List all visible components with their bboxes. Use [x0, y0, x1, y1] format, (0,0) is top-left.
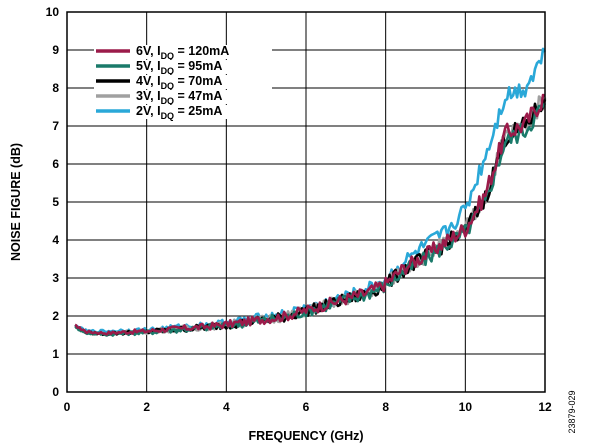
legend-item: 2V, IDQ = 25mA: [94, 104, 272, 121]
y-tick-label: 4: [52, 233, 59, 247]
x-tick-label: 0: [64, 400, 71, 414]
legend-label: 6V, IDQ = 120mA: [136, 44, 229, 61]
legend-label: 2V, IDQ = 25mA: [136, 104, 222, 121]
legend-bg: [94, 75, 272, 89]
x-tick-label: 4: [223, 400, 230, 414]
legend-bg: [94, 60, 272, 74]
legend-item: 6V, IDQ = 120mA: [94, 44, 272, 61]
legend-item: 3V, IDQ = 47mA: [94, 89, 272, 106]
legend-label: 3V, IDQ = 47mA: [136, 89, 222, 106]
series-layer: [74, 47, 547, 337]
legend-bg: [94, 45, 272, 59]
series-line: [74, 93, 546, 336]
grid: [67, 12, 545, 392]
legend-item: 4V, IDQ = 70mA: [94, 74, 272, 91]
y-tick-label: 1: [52, 347, 59, 361]
y-tick-label: 5: [52, 195, 59, 209]
plot-frame: [66, 11, 546, 393]
y-tick-label: 2: [52, 309, 59, 323]
y-tick-label: 10: [46, 5, 60, 19]
x-tick-label: 8: [382, 400, 389, 414]
y-tick-label: 8: [52, 81, 59, 95]
x-axis-title: FREQUENCY (GHz): [248, 429, 363, 443]
legend-bg: [94, 90, 272, 104]
y-tick-label: 3: [52, 271, 59, 285]
x-tick-label: 6: [303, 400, 310, 414]
x-tick-label: 2: [143, 400, 150, 414]
y-axis-title: NOISE FIGURE (dB): [9, 143, 23, 261]
figure-id: 23879-029: [567, 390, 577, 433]
legend-bg: [94, 105, 272, 119]
legend-label: 5V, IDQ = 95mA: [136, 59, 222, 76]
y-tick-label: 0: [52, 385, 59, 399]
y-tick-label: 9: [52, 43, 59, 57]
legend-label: 4V, IDQ = 70mA: [136, 74, 222, 91]
y-tick-label: 7: [52, 119, 59, 133]
x-tick-label: 10: [459, 400, 473, 414]
x-tick-label: 12: [538, 400, 552, 414]
legend-item: 5V, IDQ = 95mA: [94, 59, 272, 76]
y-tick-label: 6: [52, 157, 59, 171]
